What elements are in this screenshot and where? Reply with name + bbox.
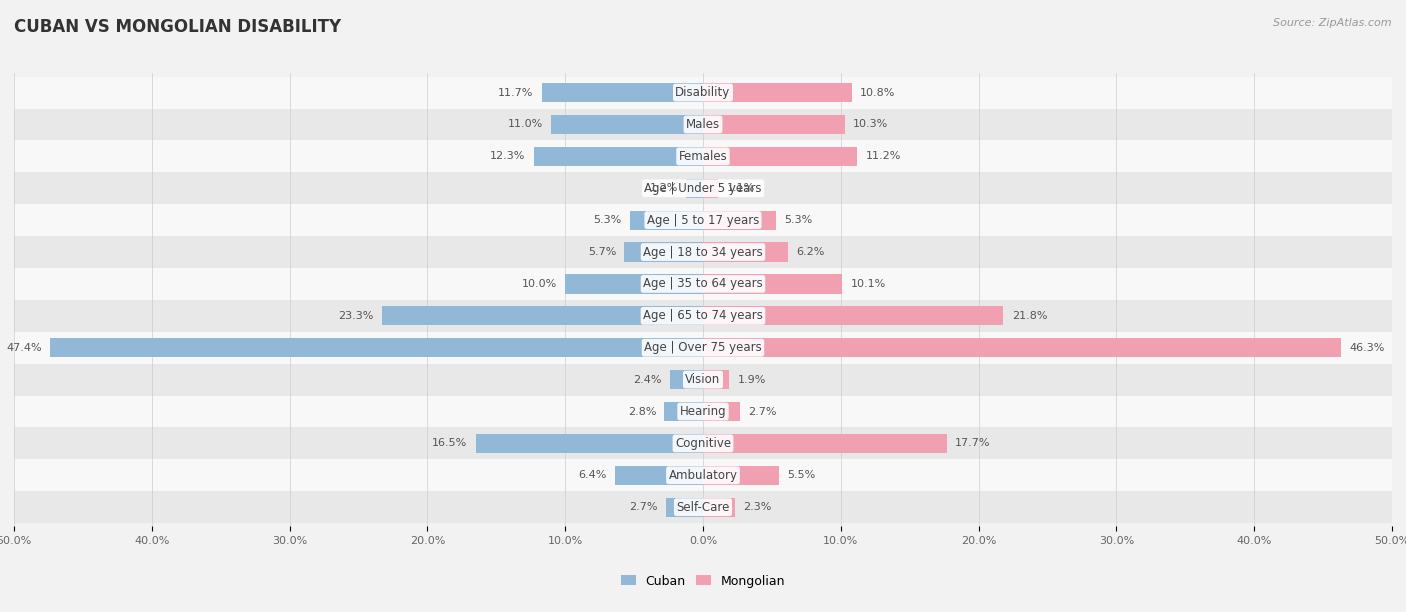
Bar [565, 274, 703, 294]
Text: Ambulatory: Ambulatory [668, 469, 738, 482]
Text: Source: ZipAtlas.com: Source: ZipAtlas.com [1274, 18, 1392, 28]
Bar [669, 370, 703, 389]
Bar [14, 76, 1392, 108]
Bar [382, 306, 703, 326]
Text: 16.5%: 16.5% [432, 438, 467, 449]
Bar [533, 147, 703, 166]
Bar [665, 402, 703, 421]
Text: Age | 35 to 64 years: Age | 35 to 64 years [643, 277, 763, 291]
Text: 17.7%: 17.7% [955, 438, 991, 449]
Bar [14, 140, 1392, 173]
Text: 11.2%: 11.2% [866, 151, 901, 162]
Bar [614, 466, 703, 485]
Bar [703, 179, 718, 198]
Bar [624, 242, 703, 261]
Bar [14, 491, 1392, 523]
Bar [14, 300, 1392, 332]
Bar [14, 364, 1392, 395]
Bar [703, 498, 735, 517]
Bar [551, 115, 703, 134]
Text: 10.0%: 10.0% [522, 279, 557, 289]
Text: 46.3%: 46.3% [1350, 343, 1385, 353]
Bar [541, 83, 703, 102]
Bar [703, 466, 779, 485]
Text: 2.8%: 2.8% [627, 406, 657, 417]
Text: Age | 18 to 34 years: Age | 18 to 34 years [643, 245, 763, 258]
Bar [703, 274, 842, 294]
Text: 5.7%: 5.7% [588, 247, 616, 257]
Bar [14, 332, 1392, 364]
Bar [630, 211, 703, 230]
Text: 2.7%: 2.7% [628, 502, 658, 512]
Bar [14, 427, 1392, 460]
Text: 10.3%: 10.3% [853, 119, 889, 130]
Text: 12.3%: 12.3% [489, 151, 526, 162]
Text: 5.5%: 5.5% [787, 470, 815, 480]
Text: 11.7%: 11.7% [498, 88, 533, 97]
Text: 6.2%: 6.2% [797, 247, 825, 257]
Bar [686, 179, 703, 198]
Text: Vision: Vision [685, 373, 721, 386]
Bar [14, 268, 1392, 300]
Text: Cognitive: Cognitive [675, 437, 731, 450]
Text: Age | 5 to 17 years: Age | 5 to 17 years [647, 214, 759, 226]
Bar [49, 338, 703, 357]
Text: Hearing: Hearing [679, 405, 727, 418]
Bar [703, 402, 740, 421]
Text: Self-Care: Self-Care [676, 501, 730, 513]
Bar [703, 242, 789, 261]
Text: 10.1%: 10.1% [851, 279, 886, 289]
Bar [703, 83, 852, 102]
Text: 5.3%: 5.3% [785, 215, 813, 225]
Text: Age | Over 75 years: Age | Over 75 years [644, 341, 762, 354]
Text: 10.8%: 10.8% [860, 88, 896, 97]
Text: 6.4%: 6.4% [578, 470, 606, 480]
Bar [703, 211, 776, 230]
Bar [703, 147, 858, 166]
Text: 2.3%: 2.3% [742, 502, 772, 512]
Text: 21.8%: 21.8% [1012, 311, 1047, 321]
Bar [703, 306, 1004, 326]
Bar [703, 370, 730, 389]
Text: 1.1%: 1.1% [727, 183, 755, 193]
Text: 1.2%: 1.2% [650, 183, 678, 193]
Bar [475, 434, 703, 453]
Legend: Cuban, Mongolian: Cuban, Mongolian [616, 570, 790, 592]
Text: Age | Under 5 years: Age | Under 5 years [644, 182, 762, 195]
Text: 47.4%: 47.4% [6, 343, 42, 353]
Text: 23.3%: 23.3% [339, 311, 374, 321]
Text: 2.7%: 2.7% [748, 406, 778, 417]
Text: Females: Females [679, 150, 727, 163]
Text: 1.9%: 1.9% [738, 375, 766, 384]
Bar [666, 498, 703, 517]
Bar [703, 338, 1341, 357]
Bar [14, 173, 1392, 204]
Bar [14, 460, 1392, 491]
Bar [703, 434, 946, 453]
Text: Disability: Disability [675, 86, 731, 99]
Text: 11.0%: 11.0% [508, 119, 543, 130]
Bar [703, 115, 845, 134]
Text: Age | 65 to 74 years: Age | 65 to 74 years [643, 309, 763, 323]
Bar [14, 108, 1392, 140]
Text: Males: Males [686, 118, 720, 131]
Bar [14, 204, 1392, 236]
Text: CUBAN VS MONGOLIAN DISABILITY: CUBAN VS MONGOLIAN DISABILITY [14, 18, 342, 36]
Text: 5.3%: 5.3% [593, 215, 621, 225]
Text: 2.4%: 2.4% [633, 375, 662, 384]
Bar [14, 395, 1392, 427]
Bar [14, 236, 1392, 268]
